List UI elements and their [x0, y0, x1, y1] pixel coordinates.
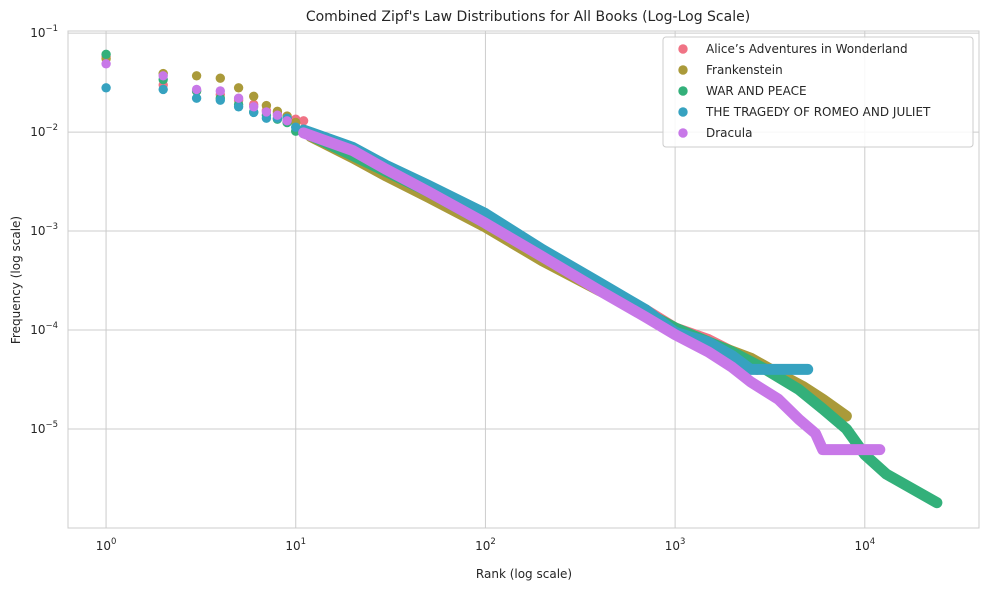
data-point: [272, 110, 283, 120]
legend-marker: [678, 107, 688, 117]
x-tick-label: 102: [475, 537, 496, 553]
data-point: [101, 49, 111, 59]
legend-label: THE TRAGEDY OF ROMEO AND JULIET: [705, 105, 931, 119]
y-tick-label: 10−1: [30, 24, 58, 40]
legend: Alice’s Adventures in Wonderland Frankens…: [662, 36, 974, 148]
data-point: [191, 93, 202, 103]
y-tick-label: 10−5: [30, 420, 58, 436]
legend-label: Frankenstein: [706, 63, 783, 77]
legend-marker: [678, 65, 688, 75]
x-axis-label: Rank (log scale): [476, 567, 572, 581]
data-point: [233, 102, 244, 112]
chart-title: Combined Zipf's Law Distributions for Al…: [306, 9, 750, 25]
data-point: [261, 107, 272, 117]
x-axis-ticks: 100 101 102 103 104: [96, 537, 875, 553]
legend-marker: [678, 86, 688, 96]
y-tick-label: 10−2: [30, 123, 58, 139]
data-point: [233, 93, 244, 103]
legend-marker: [678, 44, 688, 54]
series-dense-points: [298, 127, 886, 456]
plot-frame: [67, 30, 980, 529]
legend-box: [662, 36, 974, 148]
data-point: [249, 102, 259, 112]
legend-label: Alice’s Adventures in Wonderland: [706, 42, 908, 56]
data-point: [158, 84, 168, 95]
data-point: [291, 122, 301, 132]
x-tick-label: 103: [665, 537, 686, 553]
data-point: [215, 86, 225, 96]
data-point: [215, 95, 225, 105]
series-layer: [101, 49, 943, 509]
data-point: [298, 116, 309, 126]
data-point: [101, 83, 111, 93]
legend-marker: [678, 128, 688, 138]
data-point: [158, 71, 168, 81]
data-point: [249, 91, 259, 102]
x-tick-label: 100: [96, 537, 117, 553]
data-point: [101, 59, 111, 69]
data-point: [215, 73, 225, 83]
data-point: [191, 71, 202, 81]
y-axis-ticks: 10−5 10−4 10−3 10−2 10−1: [30, 24, 58, 436]
x-tick-label: 101: [285, 537, 306, 553]
data-point: [191, 84, 202, 95]
series-dracula: [101, 59, 886, 456]
x-tick-label: 104: [854, 537, 875, 553]
data-point: [233, 83, 244, 93]
data-point: [282, 116, 292, 126]
y-axis-label: Frequency (log scale): [9, 216, 23, 344]
legend-label: Dracula: [706, 126, 752, 140]
y-tick-label: 10−4: [30, 321, 58, 337]
y-tick-label: 10−3: [30, 222, 58, 238]
legend-label: WAR AND PEACE: [706, 84, 807, 98]
